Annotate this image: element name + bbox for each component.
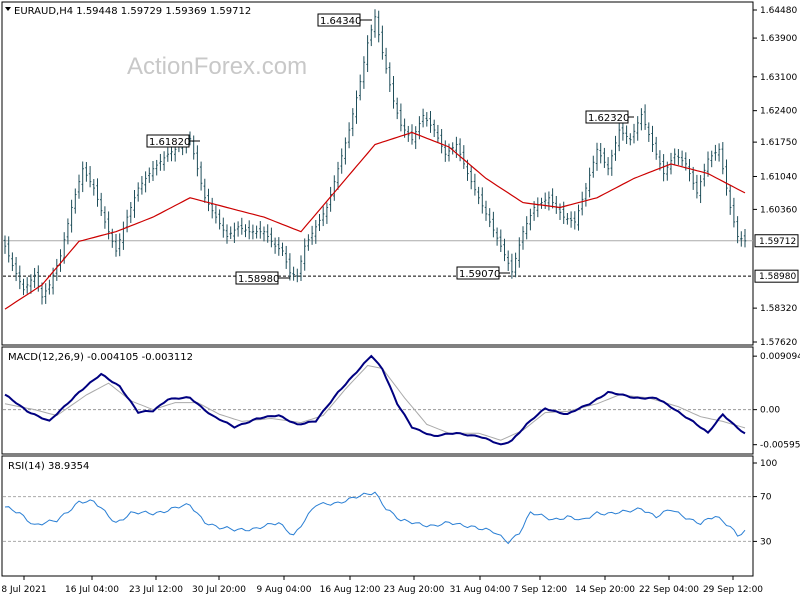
price-tick-label: 1.61750 [760,138,797,148]
macd-pane-title: MACD(12,26,9) -0.004105 -0.003112 [8,352,193,363]
macd-pane-frame [1,346,754,455]
macd-y-axis: 0.009094 0.00 -0.005956 [753,352,800,451]
current-price-label: 1.59712 [759,237,796,247]
support-price-label-box [754,269,799,283]
time-tick-label: 8 Jul 2021 [1,585,46,595]
annotation-label: 1.62320 [588,113,629,124]
time-tick-label: 7 Sep 12:00 [513,585,568,595]
rsi-series [3,491,753,545]
price-tick-label: 1.57620 [760,338,797,348]
annotation-label: 1.58980 [238,274,279,285]
time-tick-label: 16 Aug 12:00 [320,585,381,595]
annotation-label: 1.59070 [459,269,500,280]
macd-tick-label: 0.009094 [760,352,800,362]
candlestick-series [3,9,747,305]
moving-average-series [4,131,746,310]
moving-average-line [4,131,746,310]
rsi-tick-label: 30 [760,537,772,547]
price-tick-label: 1.63900 [760,34,797,44]
price-y-axis: 1.64480 1.63900 1.63100 1.62400 1.61750 1.610… [753,6,797,348]
time-x-axis: 8 Jul 2021 16 Jul 04:00 23 Jul 12:00 30 Jul… [1,576,763,595]
price-tick-label: 1.63100 [760,73,797,83]
price-tick-label: 1.64480 [760,6,797,16]
price-reference-lines: 1.59712 1.58980 [3,234,799,283]
rsi-pane-title: RSI(14) 38.9354 [8,461,89,472]
price-pane-frame [1,1,754,346]
time-tick-label: 29 Sep 12:00 [703,585,763,595]
time-tick-label: 23 Jul 12:00 [129,585,183,595]
time-tick-label: 22 Sep 04:00 [639,585,699,595]
rsi-pane-frame [1,455,754,577]
macd-tick-label: -0.005956 [760,441,800,451]
time-tick-label: 31 Aug 04:00 [450,585,511,595]
symbol-dropdown-icon[interactable] [5,7,11,11]
macd-series [3,354,753,446]
watermark-text: ActionForex.com [127,53,307,80]
rsi-line [4,491,746,545]
annotation-label: 1.61820 [149,137,190,148]
price-tick-label: 1.62400 [760,107,797,117]
rsi-tick-label: 100 [760,459,777,469]
rsi-tick-label: 70 [760,493,772,503]
price-pane-title: EURAUD,H4 1.59448 1.59729 1.59369 1.5971… [14,6,251,17]
time-tick-label: 30 Jul 20:00 [192,585,246,595]
time-tick-label: 14 Sep 20:00 [575,585,635,595]
rsi-y-axis: 100 70 30 [753,459,777,547]
time-tick-label: 23 Aug 20:00 [384,585,445,595]
time-tick-label: 9 Aug 04:00 [257,585,312,595]
price-annotations: 1.64340 1.61820 1.62320 1.58980 1.59070 [146,13,634,285]
annotation-label: 1.64340 [320,16,361,27]
price-tick-label: 1.60360 [760,205,797,215]
price-tick-label: 1.58320 [760,304,797,314]
price-tick-label: 1.61040 [760,172,797,182]
support-price-label: 1.58980 [759,272,796,282]
time-tick-label: 16 Jul 04:00 [65,585,119,595]
macd-line [4,354,746,446]
current-price-label-box [754,234,799,248]
macd-tick-label: 0.00 [760,406,780,416]
